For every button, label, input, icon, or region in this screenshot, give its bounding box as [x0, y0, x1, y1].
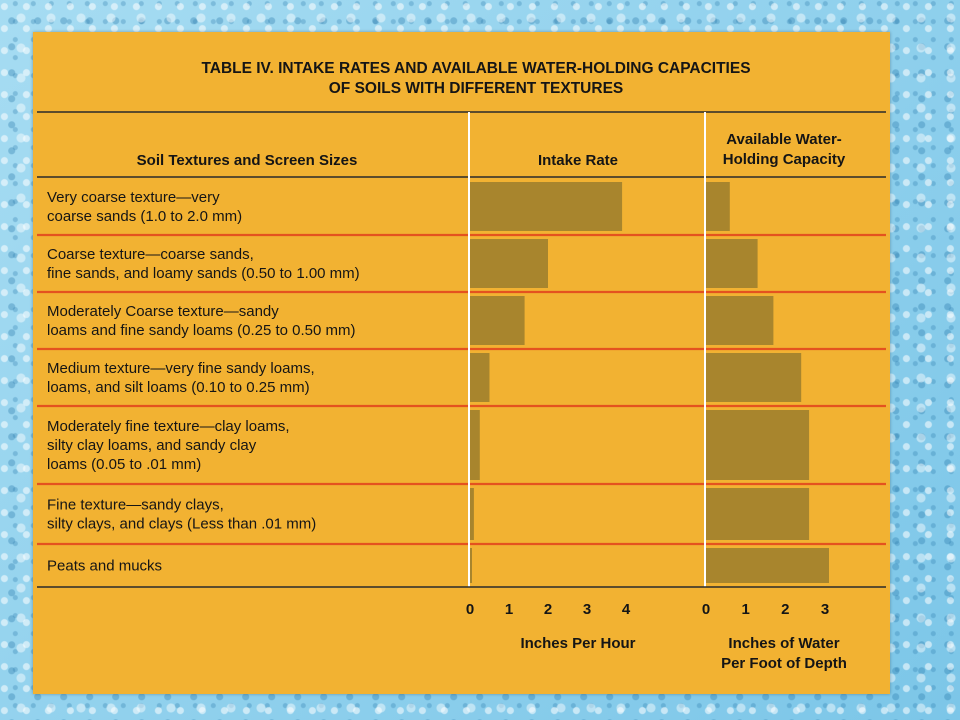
bar-water	[706, 410, 810, 480]
bars-layer	[470, 182, 829, 583]
tick-label-water: 3	[821, 601, 829, 618]
bar-intake	[470, 239, 548, 288]
bar-intake	[470, 548, 472, 583]
header-soil: Soil Textures and Screen Sizes	[137, 152, 358, 169]
tick-label-intake: 2	[544, 601, 552, 618]
row-label: Coarse texture—coarse sands,	[47, 246, 254, 263]
axis-label-water: Inches of Water	[728, 635, 839, 652]
tick-label-intake: 1	[505, 601, 513, 618]
bar-water	[706, 353, 802, 402]
tick-label-water: 0	[702, 601, 710, 618]
row-label: fine sands, and loamy sands (0.50 to 1.0…	[47, 265, 360, 282]
bar-water	[706, 296, 774, 345]
table-panel: TABLE IV. INTAKE RATES AND AVAILABLE WAT…	[33, 32, 890, 694]
axis-label-intake: Inches Per Hour	[520, 635, 635, 652]
tick-label-intake: 4	[622, 601, 631, 618]
header-intake: Intake Rate	[538, 152, 618, 169]
header-water-line-1: Available Water-	[726, 131, 842, 148]
rows-layer: Very coarse texture—very coarse sands (1.…	[37, 189, 886, 575]
row-label: loams, and silt loams (0.10 to 0.25 mm)	[47, 379, 310, 396]
bar-water	[706, 548, 829, 583]
axis-label-water: Per Foot of Depth	[721, 655, 847, 672]
tick-label-water: 1	[742, 601, 750, 618]
bar-water	[706, 488, 810, 540]
chart-title-line-1: TABLE IV. INTAKE RATES AND AVAILABLE WAT…	[201, 60, 750, 77]
row-label: Moderately fine texture—clay loams,	[47, 418, 290, 435]
header-water-line-2: Holding Capacity	[723, 151, 846, 168]
row-label: Medium texture—very fine sandy loams,	[47, 360, 315, 377]
row-label: Very coarse texture—very	[47, 189, 220, 206]
bar-intake	[470, 410, 480, 480]
row-label: Moderately Coarse texture—sandy	[47, 303, 279, 320]
chart-svg: TABLE IV. INTAKE RATES AND AVAILABLE WAT…	[37, 60, 886, 672]
tick-label-water: 2	[781, 601, 789, 618]
bar-intake	[470, 488, 474, 540]
row-label: Fine texture—sandy clays,	[47, 497, 224, 514]
row-label: silty clay loams, and sandy clay	[47, 437, 257, 454]
row-label: silty clays, and clays (Less than .01 mm…	[47, 516, 316, 533]
ticks-layer: 0 1 2 3 4 Inches Per Hour 0 1 2 3 Inches of Water P…	[466, 601, 847, 672]
tick-label-intake: 3	[583, 601, 591, 618]
chart-title-line-2: OF SOILS WITH DIFFERENT TEXTURES	[329, 80, 624, 97]
bar-water	[706, 182, 730, 231]
row-label: Peats and mucks	[47, 558, 162, 575]
bar-intake	[470, 353, 490, 402]
row-label: coarse sands (1.0 to 2.0 mm)	[47, 208, 242, 225]
bar-intake	[470, 182, 623, 231]
row-label: loams (0.05 to .01 mm)	[47, 456, 201, 473]
bar-water	[706, 239, 758, 288]
row-label: loams and fine sandy loams (0.25 to 0.50…	[47, 322, 355, 339]
tick-label-intake: 0	[466, 601, 474, 618]
bar-intake	[470, 296, 525, 345]
